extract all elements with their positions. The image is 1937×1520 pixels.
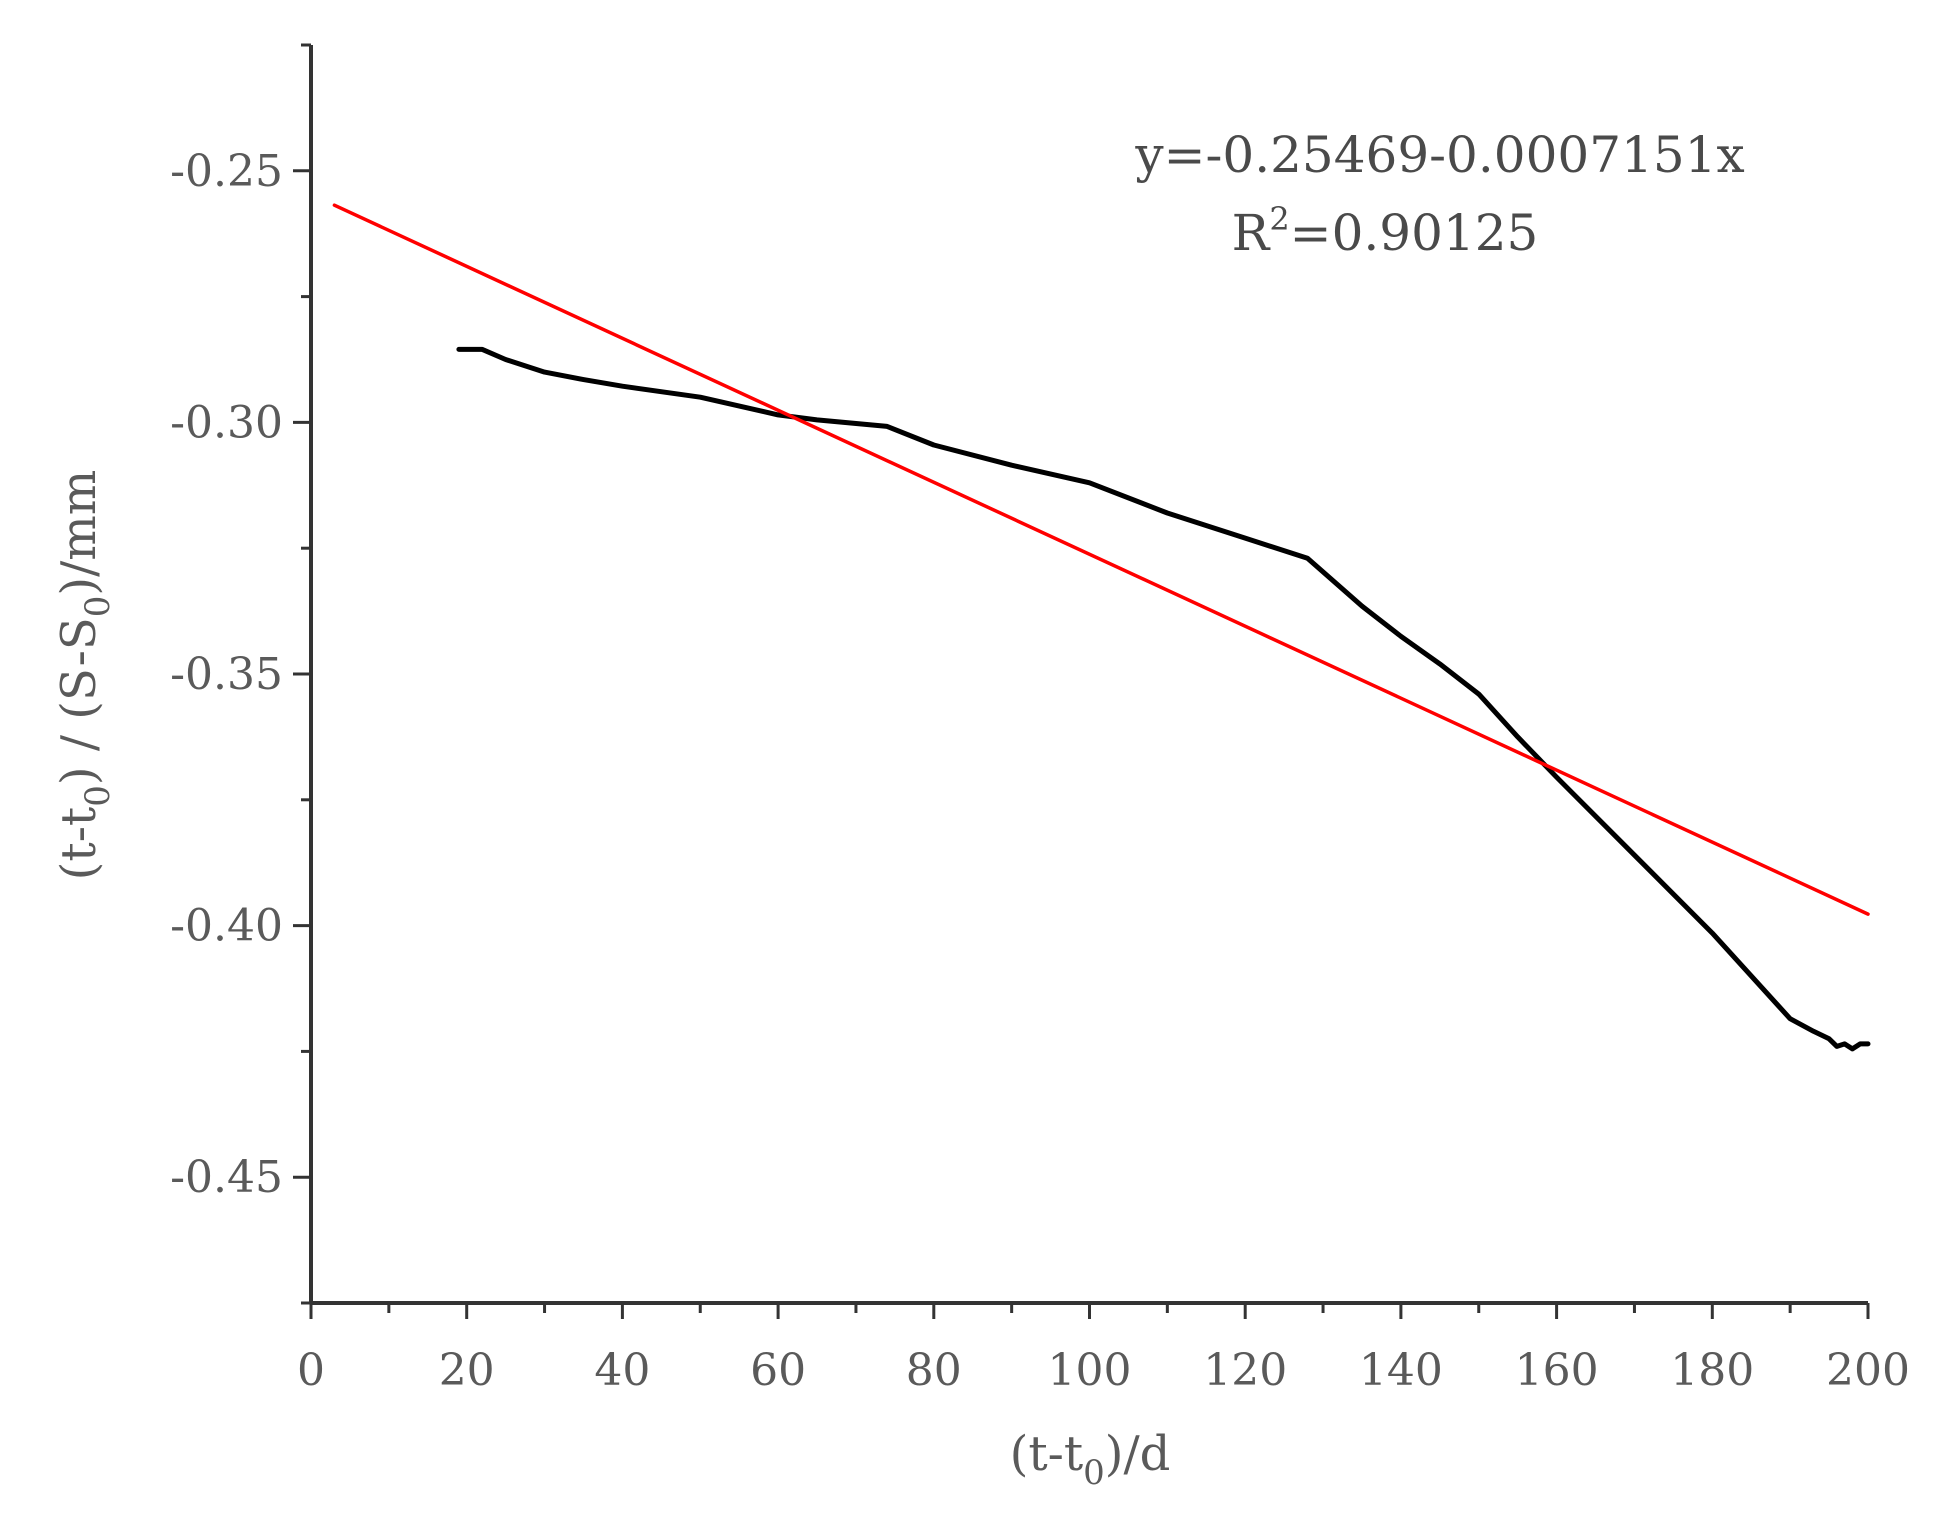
plot-area: 0 20 40 60 80 100 120 140 160 180 200 -0.25-0.30-0… — [170, 43, 1910, 1396]
y-axis-label-part2: ) / (S-S — [51, 617, 107, 785]
x-tick-label: 40 — [594, 1345, 650, 1396]
x-axis-label-subscript: 0 — [1083, 1453, 1105, 1493]
x-tick-label: 120 — [1203, 1345, 1287, 1396]
x-tick-label: 160 — [1515, 1345, 1599, 1396]
y-tick-label: -0.25 — [170, 146, 283, 197]
x-axis-label: (t-t0)/d — [1010, 1426, 1171, 1493]
y-tick-label: -0.40 — [170, 901, 283, 952]
fit-line — [332, 203, 1870, 916]
y-axis-label: (t-t0) / (S-S0)/mm — [51, 470, 118, 881]
x-tick-label: 20 — [439, 1345, 495, 1396]
fit-equation: y=-0.25469-0.0007151x — [1134, 126, 1744, 184]
r2-prefix: R — [1232, 204, 1271, 262]
x-tick-label: 140 — [1359, 1345, 1443, 1396]
x-tick-label: 0 — [297, 1345, 325, 1396]
fit-r-squared: R2=0.90125 — [1232, 200, 1539, 262]
x-tick-label: 200 — [1826, 1345, 1910, 1396]
x-ticks: 0 20 40 60 80 100 120 140 160 180 200 — [297, 1303, 1910, 1396]
y-ticks: -0.25 -0.30 -0.35 -0.40 -0.45 — [170, 43, 311, 1305]
y-axis-label-subscript1: 0 — [78, 785, 118, 807]
x-axis-label-tail: )/d — [1105, 1426, 1171, 1482]
x-tick-label: 80 — [906, 1345, 962, 1396]
r2-superscript: 2 — [1269, 200, 1289, 238]
y-axis-label-part3: )/mm — [51, 470, 107, 596]
x-axis-label-main: (t-t — [1010, 1426, 1084, 1482]
series-layer — [332, 203, 1871, 1052]
y-axis-label-part1: (t-t — [51, 807, 107, 881]
x-tick-label: 180 — [1670, 1345, 1754, 1396]
y-tick-label: -0.35 — [170, 649, 283, 700]
measured-line — [456, 346, 1871, 1052]
x-tick-label: 60 — [750, 1345, 806, 1396]
y-tick-label: -0.30 — [170, 397, 283, 448]
y-tick-label: -0.45 — [170, 1152, 283, 1203]
x-tick-label: 100 — [1048, 1345, 1132, 1396]
y-axis-label-subscript2: 0 — [78, 596, 118, 618]
r2-value: =0.90125 — [1290, 204, 1539, 262]
